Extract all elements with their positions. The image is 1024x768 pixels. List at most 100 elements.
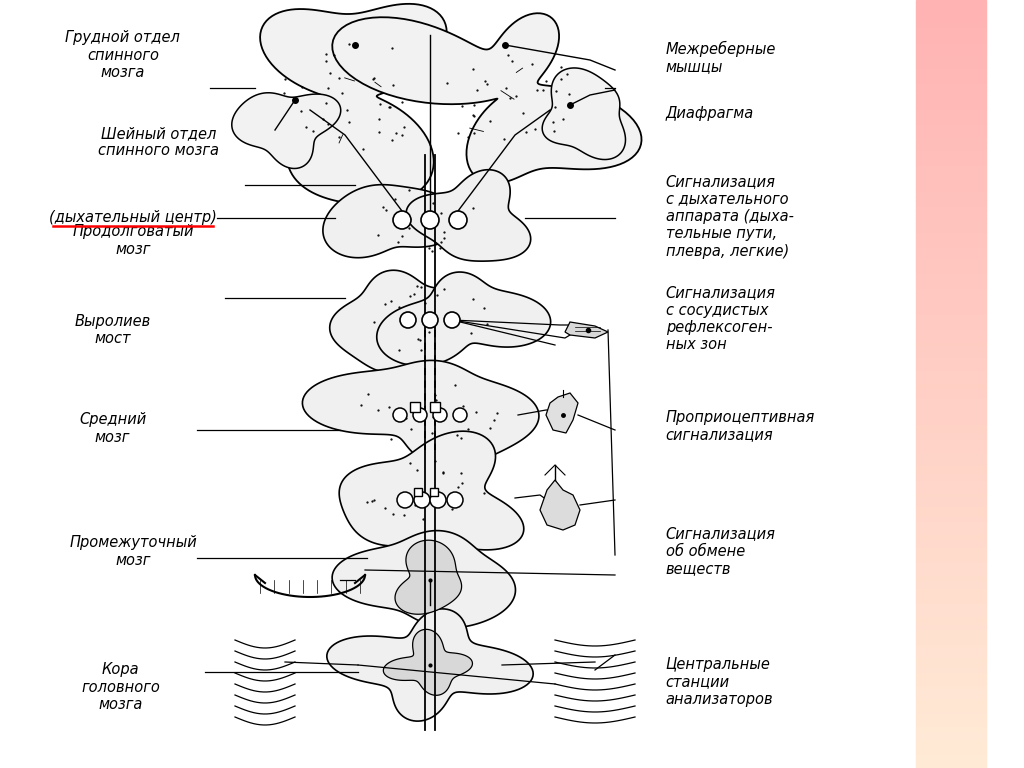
- Bar: [916, 328, 986, 330]
- Bar: [916, 210, 986, 213]
- Bar: [916, 743, 986, 745]
- Bar: [916, 167, 986, 169]
- Bar: [916, 589, 986, 591]
- Bar: [916, 300, 986, 302]
- Bar: [916, 561, 986, 563]
- Bar: [916, 359, 986, 361]
- Bar: [916, 476, 986, 478]
- Bar: [916, 38, 986, 41]
- Polygon shape: [332, 13, 641, 184]
- Bar: [916, 515, 986, 517]
- Bar: [916, 251, 986, 253]
- Bar: [916, 128, 986, 131]
- Bar: [916, 161, 986, 164]
- Bar: [916, 44, 986, 46]
- Bar: [916, 192, 986, 194]
- Bar: [916, 223, 986, 225]
- Bar: [916, 445, 986, 448]
- Bar: [916, 376, 986, 379]
- Bar: [916, 684, 986, 686]
- Bar: [916, 578, 986, 581]
- Bar: [916, 609, 986, 612]
- Bar: [916, 709, 986, 712]
- Circle shape: [421, 211, 439, 229]
- Bar: [916, 305, 986, 307]
- Bar: [916, 248, 986, 251]
- Bar: [916, 215, 986, 217]
- Bar: [916, 230, 986, 233]
- Bar: [916, 712, 986, 714]
- Bar: [916, 274, 986, 276]
- Bar: [916, 658, 986, 660]
- Bar: [916, 174, 986, 177]
- Bar: [916, 558, 986, 561]
- Polygon shape: [546, 393, 578, 433]
- Bar: [916, 599, 986, 601]
- Bar: [916, 200, 986, 202]
- Bar: [916, 177, 986, 179]
- Bar: [916, 576, 986, 578]
- Bar: [916, 666, 986, 668]
- Polygon shape: [377, 272, 551, 366]
- Bar: [916, 21, 986, 23]
- Bar: [916, 627, 986, 630]
- Text: Сигнализация
с дыхательного
аппарата (дыха-
тельные пути,
плевра, легкие): Сигнализация с дыхательного аппарата (ды…: [666, 174, 794, 259]
- Text: Проприоцептивная
сигнализация: Проприоцептивная сигнализация: [666, 410, 815, 442]
- Bar: [916, 113, 986, 115]
- Bar: [916, 724, 986, 727]
- Bar: [916, 645, 986, 647]
- Bar: [916, 36, 986, 38]
- Circle shape: [393, 211, 411, 229]
- Bar: [916, 497, 986, 499]
- Bar: [916, 338, 986, 340]
- Bar: [410, 402, 420, 412]
- Text: Грудной отдел
спинного
мозга: Грудной отдел спинного мозга: [66, 31, 180, 80]
- Circle shape: [447, 492, 463, 508]
- Bar: [916, 187, 986, 190]
- Bar: [916, 425, 986, 428]
- Bar: [916, 528, 986, 530]
- Text: Промежуточный
мозг: Промежуточный мозг: [70, 535, 197, 568]
- Bar: [916, 399, 986, 402]
- Bar: [916, 125, 986, 128]
- Bar: [916, 601, 986, 604]
- Bar: [916, 409, 986, 412]
- Bar: [916, 5, 986, 8]
- Bar: [916, 484, 986, 486]
- Bar: [916, 453, 986, 455]
- Bar: [916, 614, 986, 617]
- Bar: [916, 415, 986, 417]
- Bar: [916, 317, 986, 320]
- Bar: [916, 758, 986, 760]
- Bar: [430, 402, 440, 412]
- Bar: [916, 356, 986, 359]
- Bar: [916, 432, 986, 435]
- Polygon shape: [330, 270, 485, 372]
- Bar: [916, 15, 986, 18]
- Bar: [916, 59, 986, 61]
- Bar: [916, 82, 986, 84]
- Bar: [916, 276, 986, 279]
- Bar: [916, 182, 986, 184]
- Bar: [916, 735, 986, 737]
- Bar: [916, 33, 986, 36]
- Text: Выролиев
мост: Выролиев мост: [75, 314, 151, 346]
- Text: (дыхательный центр): (дыхательный центр): [49, 210, 217, 225]
- Bar: [916, 612, 986, 614]
- Text: Продолговатый
мозг: Продолговатый мозг: [73, 224, 194, 257]
- Bar: [916, 118, 986, 121]
- Bar: [916, 448, 986, 451]
- Bar: [916, 115, 986, 118]
- Bar: [916, 363, 986, 366]
- Bar: [916, 269, 986, 271]
- Bar: [916, 474, 986, 476]
- Polygon shape: [332, 531, 515, 627]
- Bar: [916, 402, 986, 405]
- Bar: [916, 259, 986, 261]
- Bar: [916, 69, 986, 71]
- Polygon shape: [327, 609, 534, 721]
- Bar: [916, 190, 986, 192]
- Bar: [916, 253, 986, 256]
- Circle shape: [449, 211, 467, 229]
- Bar: [916, 233, 986, 236]
